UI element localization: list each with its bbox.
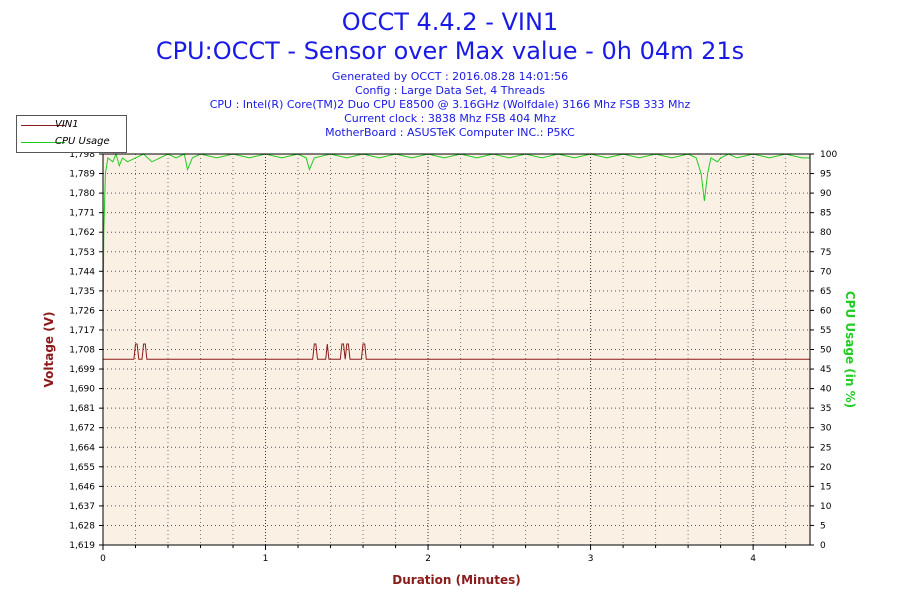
x-tick-label: 0: [100, 554, 106, 564]
left-tick-label: 1,690: [69, 385, 95, 395]
right-axis-label: CPU Usage (in %): [843, 291, 857, 408]
legend-swatch-vin1: [21, 125, 65, 126]
left-tick-label: 1,753: [69, 248, 95, 258]
left-tick-label: 1,672: [69, 424, 95, 434]
generated-info: Generated by OCCT : 2016.08.28 14:01:56: [331, 70, 569, 83]
right-tick-label: 0: [820, 541, 826, 551]
right-tick-label: 30: [820, 424, 832, 434]
right-tick-label: 5: [820, 521, 826, 531]
right-tick-label: 80: [820, 228, 832, 238]
left-axis-label: Voltage (V): [42, 312, 56, 388]
right-tick-label: 100: [820, 150, 837, 160]
grid-lines: [103, 154, 810, 545]
right-tick-label: 50: [820, 346, 832, 356]
left-tick-label: 1,699: [69, 365, 95, 375]
x-axis-ticks: 0 1 2 3 4: [100, 545, 787, 564]
right-tick-label: 60: [820, 306, 832, 316]
left-tick-label: 1,637: [69, 502, 95, 512]
right-tick-label: 20: [820, 463, 832, 473]
right-tick-label: 25: [820, 443, 831, 453]
right-tick-label: 15: [820, 482, 831, 492]
left-tick-label: 1,628: [69, 521, 95, 531]
legend-label-vin1: VIN1: [55, 119, 79, 130]
plot-border: [102, 153, 811, 546]
left-tick-label: 1,789: [69, 170, 95, 180]
cpu-info: CPU : Intel(R) Core(TM)2 Duo CPU E8500 @…: [209, 98, 691, 111]
left-tick-label: 1,708: [69, 346, 95, 356]
left-axis-ticks: 1,619 1,628 1,637 1,646 1,655 1,664 1,672 1,681…: [69, 150, 103, 551]
left-tick-label: 1,717: [69, 326, 95, 336]
clock-info: Current clock : 3838 Mhz FSB 404 Mhz: [344, 112, 556, 125]
right-tick-label: 75: [820, 248, 831, 258]
right-tick-label: 95: [820, 170, 831, 180]
left-tick-label: 1,744: [69, 267, 95, 277]
left-tick-label: 1,762: [69, 228, 95, 238]
legend-item-cpu-usage: CPU Usage: [17, 135, 126, 149]
config-info: Config : Large Data Set, 4 Threads: [355, 84, 545, 97]
right-tick-label: 40: [820, 385, 832, 395]
left-tick-label: 1,619: [69, 541, 95, 551]
right-axis-ticks: 0 5 10 15 20 25 30 35 40 45 50 55 60 65 70 75 80 85 90 95 10…: [810, 150, 837, 551]
chart-subtitle: CPU:OCCT - Sensor over Max value - 0h 04…: [155, 37, 745, 65]
chart-title: OCCT 4.4.2 - VIN1: [341, 8, 559, 36]
x-tick-label: 1: [263, 554, 269, 564]
left-tick-label: 1,798: [69, 150, 95, 160]
legend: VIN1 CPU Usage: [16, 115, 127, 153]
left-tick-label: 1,655: [69, 463, 95, 473]
left-tick-label: 1,735: [69, 287, 95, 297]
right-tick-label: 85: [820, 209, 831, 219]
series-line-vin1: [103, 343, 810, 360]
left-tick-label: 1,646: [69, 482, 95, 492]
left-tick-label: 1,664: [69, 443, 95, 453]
right-tick-label: 35: [820, 404, 831, 414]
left-tick-label: 1,780: [69, 189, 95, 199]
x-axis-label: Duration (Minutes): [392, 573, 520, 587]
motherboard-info: MotherBoard : ASUSTeK Computer INC.: P5K…: [325, 126, 575, 139]
left-tick-label: 1,681: [69, 404, 95, 414]
legend-item-vin1: VIN1: [17, 118, 126, 132]
left-tick-label: 1,726: [69, 306, 95, 316]
right-tick-label: 90: [820, 189, 832, 199]
x-tick-label: 4: [750, 554, 756, 564]
left-tick-label: 1,771: [69, 209, 95, 219]
right-tick-label: 45: [820, 365, 831, 375]
x-tick-label: 2: [425, 554, 431, 564]
right-tick-label: 55: [820, 326, 831, 336]
right-tick-label: 70: [820, 267, 832, 277]
right-tick-label: 65: [820, 287, 831, 297]
right-tick-label: 10: [820, 502, 832, 512]
legend-swatch-cpu-usage: [21, 142, 65, 143]
plot-area: [103, 154, 810, 545]
x-tick-label: 3: [588, 554, 594, 564]
legend-label-cpu-usage: CPU Usage: [55, 136, 110, 147]
